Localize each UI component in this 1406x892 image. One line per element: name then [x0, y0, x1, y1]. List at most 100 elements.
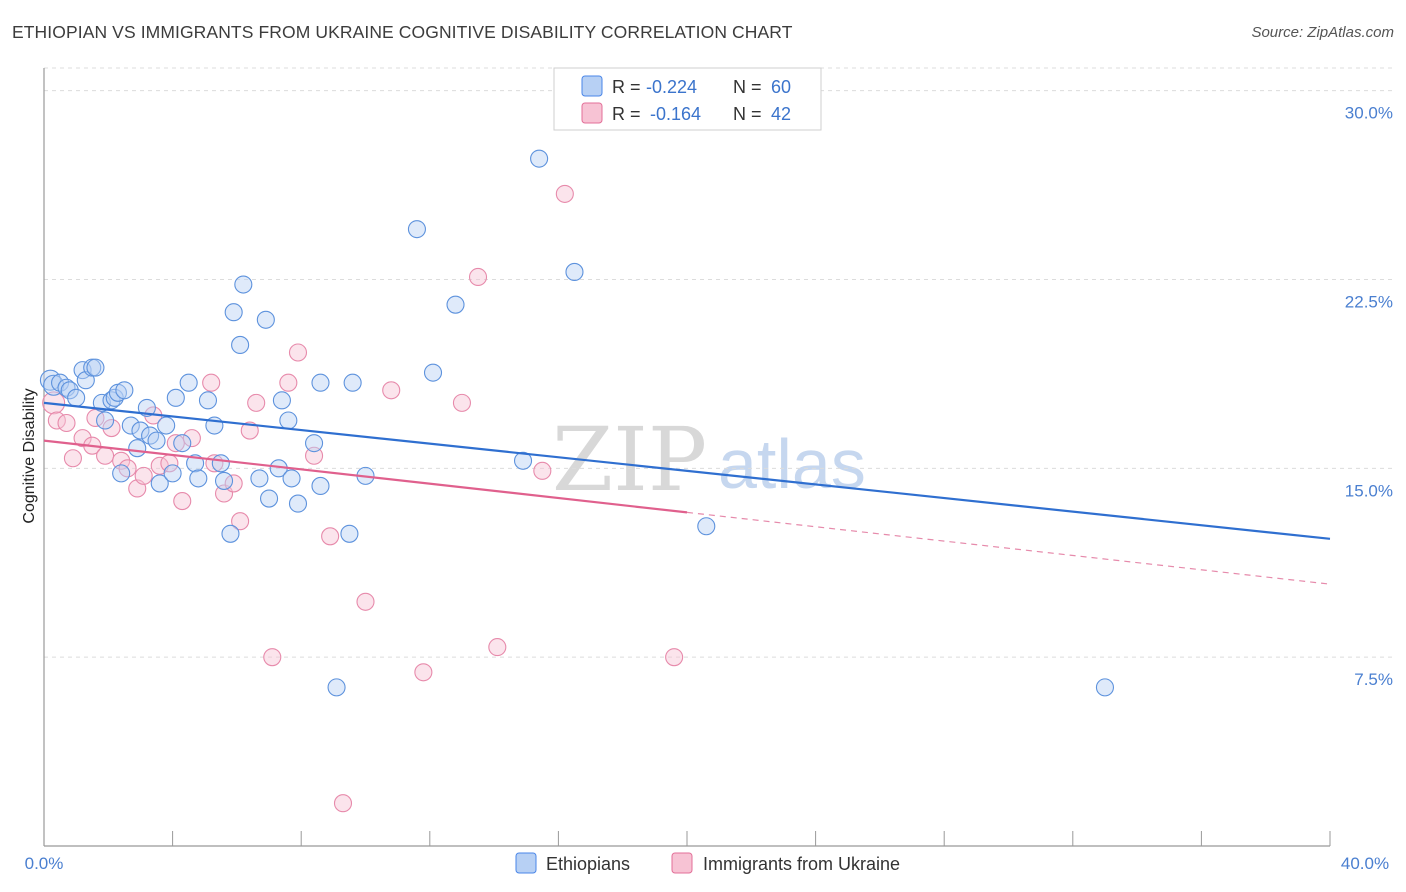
- legend-swatch-ethiopians: [581, 75, 603, 97]
- ukraine-point: [214, 484, 234, 503]
- ukraine-point: [231, 512, 250, 531]
- chart-title: ETHIOPIAN VS IMMIGRANTS FROM UKRAINE COG…: [12, 22, 793, 42]
- y-tick-label: 7.5%: [1354, 670, 1393, 689]
- ethiopian-point: [513, 451, 533, 470]
- ukraine-point: [247, 393, 266, 412]
- ukraine-point: [182, 429, 201, 448]
- ethiopian-point: [121, 416, 140, 435]
- ethiopian-point: [423, 363, 443, 382]
- ethiopian-point: [311, 373, 330, 392]
- ethiopian-point: [115, 381, 134, 400]
- ethiopian-point: [147, 431, 166, 450]
- x-tick-label-max: 40.0%: [1341, 854, 1389, 873]
- ukraine-point: [488, 638, 507, 657]
- ethiopian-point: [57, 378, 76, 397]
- stats-legend: R = -0.224 N = 60 R = -0.164 N = 42: [553, 67, 822, 131]
- bottom-legend-label-ukraine: Immigrants from Ukraine: [703, 854, 900, 874]
- ethiopian-point: [407, 220, 426, 239]
- ethiopian-point: [343, 373, 362, 392]
- bottom-legend-label-ethiopians: Ethiopians: [546, 854, 630, 874]
- ethiopian-point: [166, 388, 185, 407]
- ukraine-point: [452, 393, 472, 412]
- ethiopian-point: [102, 391, 121, 410]
- ethiopian-point: [311, 476, 330, 496]
- ethiopian-point: [105, 388, 124, 407]
- y-axis-title: Cognitive Disability: [21, 388, 38, 523]
- ethiopian-point: [327, 678, 346, 697]
- ethiopian-point: [221, 524, 240, 543]
- ethiopian-point: [214, 471, 234, 490]
- trend-lines: [43, 401, 1331, 585]
- ukraine-point: [63, 449, 82, 468]
- ethiopian-point: [288, 494, 308, 513]
- ethiopian-point: [189, 469, 208, 488]
- ethiopian-point: [250, 469, 269, 488]
- ukraine-point: [263, 648, 282, 667]
- ukraine-point: [240, 421, 259, 440]
- ethiopian-point: [211, 454, 230, 473]
- watermark-atlas: atlas: [718, 425, 866, 503]
- y-tick-label: 22.5%: [1345, 292, 1393, 311]
- bottom-legend-swatch-ethiopians: [515, 852, 537, 874]
- ethiopian-point: [279, 411, 298, 430]
- ukraine-point: [555, 184, 574, 203]
- series-legend: Ethiopians Immigrants from Ukraine: [515, 852, 900, 874]
- ethiopian-point: [259, 489, 279, 508]
- ethiopian-point: [67, 388, 86, 407]
- ethiopian-point: [128, 439, 147, 458]
- source-credit: Source: ZipAtlas.com: [1251, 24, 1394, 41]
- ethiopian-point: [565, 262, 584, 281]
- ukraine-point: [73, 429, 92, 448]
- ethiopian-point: [446, 295, 465, 314]
- legend-r-label-1: R =: [612, 77, 641, 97]
- ukraine-point: [665, 648, 684, 667]
- ethiopian-point: [305, 434, 324, 453]
- ukraine-point: [468, 267, 488, 287]
- ukraine-point: [533, 461, 552, 480]
- ethiopian-point: [340, 524, 359, 543]
- series-ethiopians-points: [39, 149, 1114, 697]
- ethiopians-trend-line: [43, 401, 1331, 540]
- ukraine-point: [202, 373, 221, 392]
- ethiopian-point: [224, 303, 243, 322]
- ukraine-trend-extension: [686, 511, 1331, 585]
- ethiopian-point: [282, 469, 301, 488]
- ethiopian-point: [150, 474, 169, 493]
- ukraine-point: [112, 451, 131, 470]
- ukraine-point: [96, 446, 115, 465]
- y-tick-label: 30.0%: [1345, 104, 1393, 123]
- ethiopian-point: [1095, 678, 1114, 697]
- ukraine-point: [102, 418, 121, 438]
- x-tick-label-min: 0.0%: [25, 854, 64, 873]
- ukraine-point: [134, 466, 153, 485]
- ukraine-point: [57, 413, 76, 433]
- ethiopian-point: [96, 411, 115, 430]
- ethiopian-point: [530, 149, 549, 168]
- ukraine-point: [288, 343, 308, 362]
- ukraine-point: [279, 373, 298, 392]
- legend-n-label-2: N =: [733, 104, 762, 124]
- ukraine-point: [333, 794, 353, 813]
- ethiopian-point: [173, 434, 192, 453]
- legend-swatch-ukraine: [581, 102, 603, 124]
- ethiopian-point: [112, 464, 131, 483]
- ukraine-point: [173, 492, 192, 511]
- ethiopian-point: [697, 517, 716, 536]
- y-tick-label: 15.0%: [1345, 481, 1393, 500]
- ukraine-point: [414, 663, 433, 682]
- ethiopian-point: [198, 391, 218, 410]
- gridlines: [44, 67, 1392, 658]
- ethiopian-point: [60, 381, 79, 400]
- ukraine-point: [382, 381, 401, 400]
- legend-r-value-1: -0.224: [646, 77, 697, 97]
- x-ticks: [43, 831, 1331, 846]
- ethiopian-point: [272, 391, 291, 410]
- ethiopian-point: [163, 464, 182, 483]
- legend-n-value-2: 42: [771, 104, 791, 124]
- ethiopian-point: [131, 421, 150, 440]
- ethiopian-point: [256, 310, 275, 329]
- ethiopian-point: [179, 373, 198, 392]
- ukraine-point: [305, 446, 324, 465]
- legend-r-label-2: R =: [612, 104, 641, 124]
